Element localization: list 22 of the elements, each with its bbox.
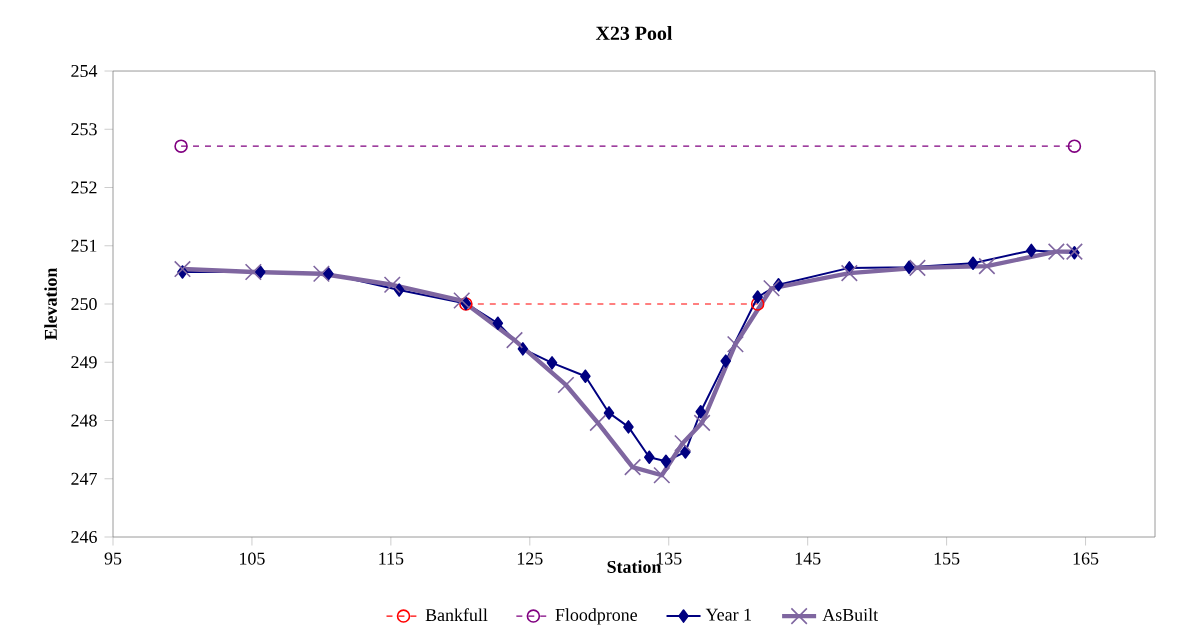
x-tick-label: 95 [104,552,122,565]
y-tick-label: 253 [71,123,97,136]
legend-label: AsBuilt [822,608,878,621]
y-tick-label: 248 [71,414,97,427]
x-tick-label: 145 [795,552,821,565]
x-tick-label: 125 [517,552,543,565]
y-tick-label: 254 [71,64,98,78]
y-tick-label: 251 [71,239,97,252]
y-axis-title: Elevation [44,267,57,341]
x-tick-label: 155 [934,552,960,565]
x-tick-label: 115 [379,552,404,565]
y-tick-label: 247 [71,472,97,485]
chart-title: X23 Pool [595,25,673,41]
x-tick-label: 165 [1073,552,1099,565]
y-tick-label: 249 [71,356,97,369]
y-tick-label: 252 [71,181,97,194]
y-tick-label: 250 [71,297,97,311]
legend-label: Floodprone [555,608,638,625]
x-tick-label: 105 [240,552,265,565]
legend-label: Year 1 [705,608,751,621]
y-tick-label: 246 [71,530,97,544]
legend-label: Bankfull [425,608,488,622]
